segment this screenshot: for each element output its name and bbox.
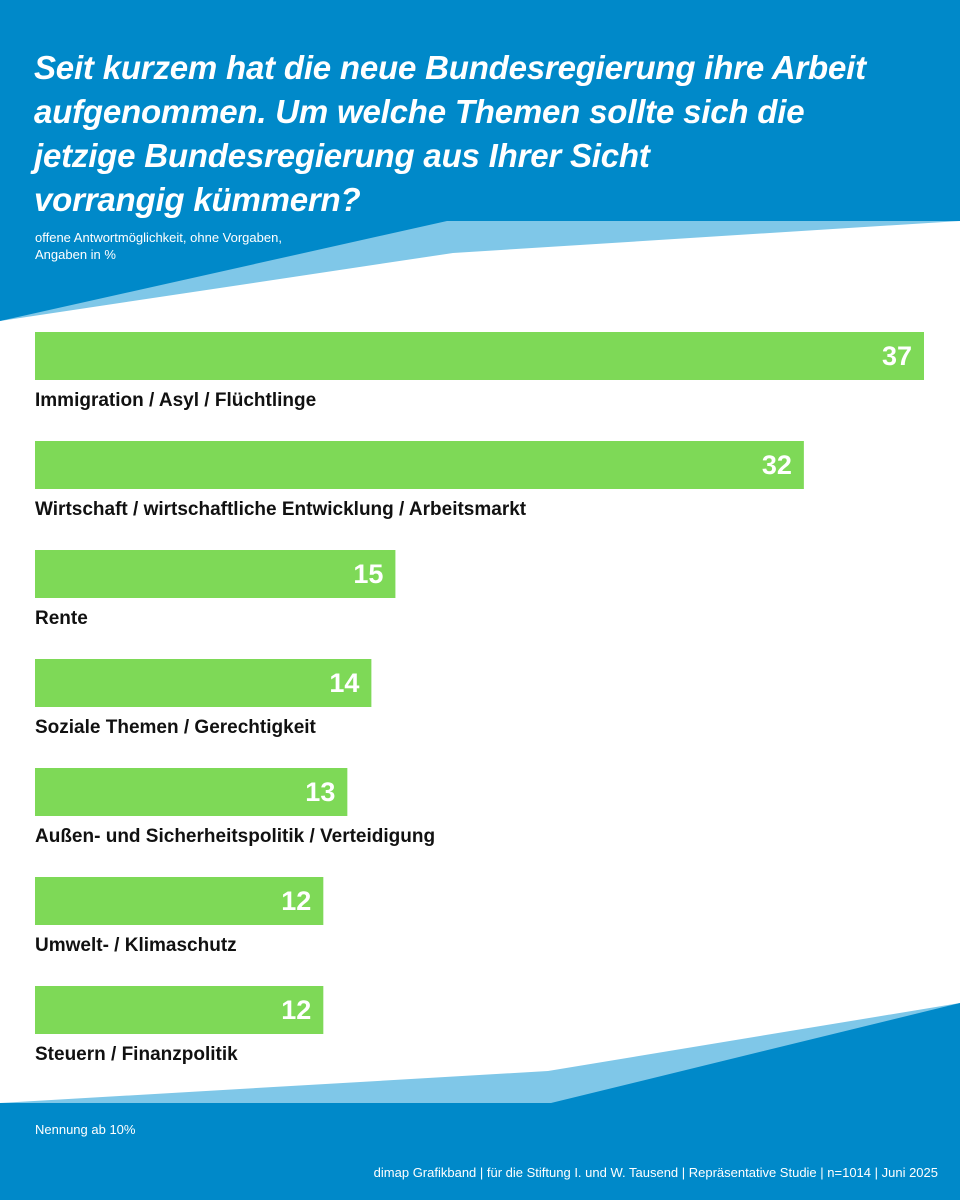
- category-label: Außen- und Sicherheitspolitik / Verteidi…: [35, 826, 435, 847]
- title-line: Seit kurzem hat die neue Bundesregierung…: [34, 49, 866, 86]
- title-line: jetzige Bundesregierung aus Ihrer Sicht: [34, 137, 650, 174]
- footer-dark-band: [0, 1003, 960, 1200]
- category-label: Soziale Themen / Gerechtigkeit: [35, 717, 317, 738]
- bar-group: 37 Immigration / Asyl / Flüchtlinge: [35, 332, 924, 411]
- bar: [35, 332, 924, 380]
- bar-group: 15 Rente: [35, 550, 396, 629]
- source-line: dimap Grafikband | für die Stiftung I. u…: [373, 1165, 938, 1180]
- category-label: Rente: [35, 608, 88, 629]
- bar-group: 32 Wirtschaft / wirtschaftliche Entwicklu…: [35, 441, 804, 520]
- header-dark-band: [0, 0, 960, 321]
- footnote: Nennung ab 10%: [35, 1122, 136, 1137]
- bar-group: 13 Außen- und Sicherheitspolitik / Vertei…: [35, 768, 435, 847]
- bar-value-label: 15: [353, 559, 383, 589]
- title-line: vorrangig kümmern?: [34, 181, 361, 218]
- bar-group: 12 Umwelt- / Klimaschutz: [35, 877, 324, 956]
- chart-title: Seit kurzem hat die neue Bundesregierung…: [34, 46, 934, 222]
- bar: [35, 986, 324, 1034]
- category-label: Steuern / Finanzpolitik: [35, 1044, 238, 1065]
- bar-value-label: 12: [281, 995, 311, 1025]
- subtitle-line: offene Antwortmöglichkeit, ohne Vorgaben…: [35, 230, 282, 245]
- category-label: Immigration / Asyl / Flüchtlinge: [35, 390, 316, 411]
- bar-value-label: 13: [305, 777, 335, 807]
- title-line: aufgenommen. Um welche Themen sollte sic…: [34, 93, 805, 130]
- bar: [35, 877, 324, 925]
- category-label: Umwelt- / Klimaschutz: [35, 935, 237, 956]
- bar: [35, 441, 804, 489]
- bar-value-label: 32: [762, 450, 792, 480]
- bar-value-label: 14: [329, 668, 359, 698]
- bar-value-label: 12: [281, 886, 311, 916]
- bar: [35, 659, 372, 707]
- category-label: Wirtschaft / wirtschaftliche Entwicklung…: [35, 499, 527, 520]
- bar-group: 12 Steuern / Finanzpolitik: [35, 986, 324, 1065]
- bar: [35, 768, 348, 816]
- chart-subtitle: offene Antwortmöglichkeit, ohne Vorgaben…: [35, 229, 282, 263]
- bar: [35, 550, 396, 598]
- bar-value-label: 37: [882, 341, 912, 371]
- subtitle-line: Angaben in %: [35, 247, 116, 262]
- bar-group: 14 Soziale Themen / Gerechtigkeit: [35, 659, 372, 738]
